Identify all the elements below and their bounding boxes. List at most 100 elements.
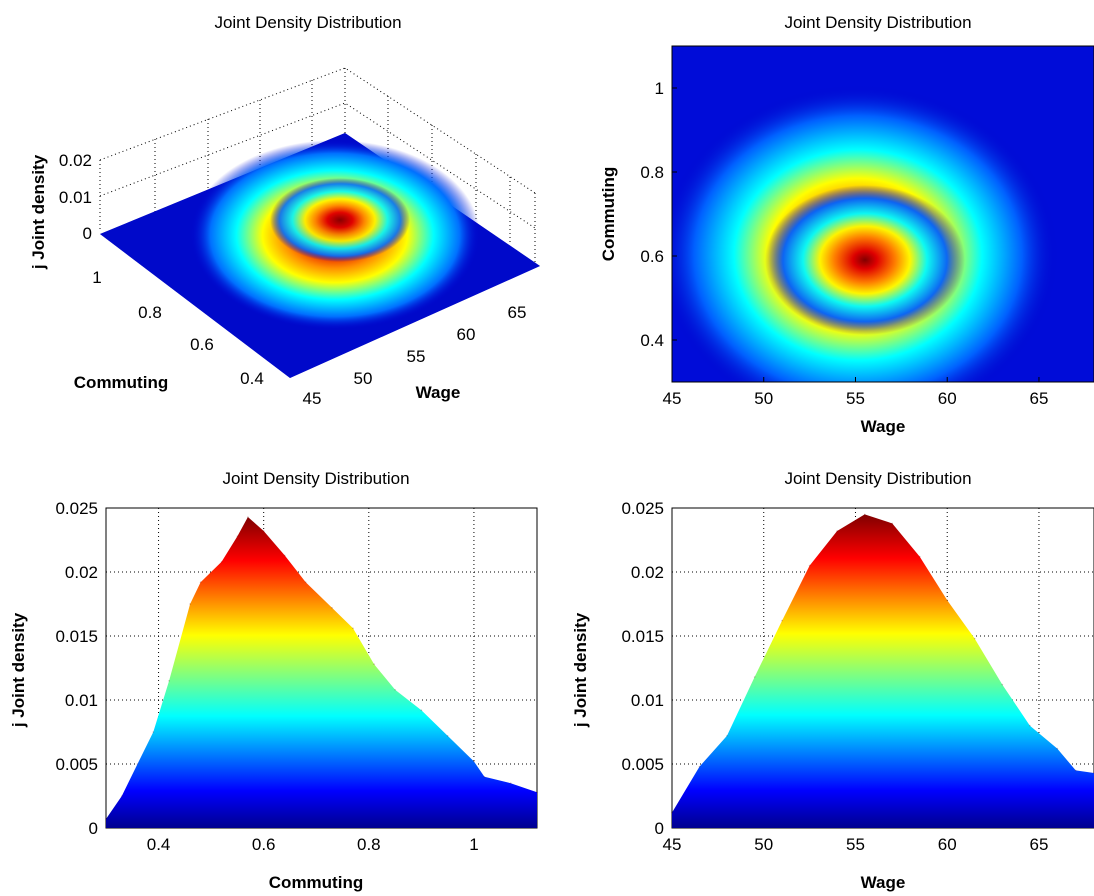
x-axis: 0.4 0.6 0.8 1 bbox=[147, 835, 479, 854]
y-tick-label: 0.4 bbox=[240, 369, 264, 388]
x-tick-label: 65 bbox=[508, 303, 527, 322]
z-tick-label: 0 bbox=[83, 224, 92, 243]
x-tick-label: 0.8 bbox=[357, 835, 381, 854]
y-tick-label: 0.025 bbox=[55, 499, 98, 518]
density-area bbox=[671, 513, 1094, 828]
data-point bbox=[420, 709, 423, 711]
panel-3d-surface: Joint Density Distribution 0.02 0.0 bbox=[29, 13, 540, 408]
y-tick-label: 0.005 bbox=[55, 755, 98, 774]
data-point bbox=[973, 637, 976, 640]
data-point bbox=[1074, 769, 1077, 772]
x-tick-label: 60 bbox=[938, 389, 957, 408]
x-tick-label: 0.4 bbox=[147, 835, 171, 854]
data-point bbox=[808, 564, 811, 567]
data-point bbox=[671, 811, 673, 814]
x-tick-label: 60 bbox=[938, 835, 957, 854]
y-tick-label: 0.01 bbox=[65, 691, 98, 710]
panel-side-wage: Joint Density Distribution 45 50 55 60 65 0 0… bbox=[571, 469, 1094, 892]
data-point bbox=[199, 581, 202, 583]
heatmap-peak bbox=[765, 185, 965, 335]
y-tick-label: 0 bbox=[89, 819, 98, 838]
z-tick-label: 0.02 bbox=[59, 151, 92, 170]
x-tick-label: 65 bbox=[1029, 835, 1048, 854]
y-tick-label: 0.01 bbox=[631, 691, 664, 710]
y-axis-label: j Joint density bbox=[9, 612, 28, 728]
data-point bbox=[753, 676, 756, 678]
y-tick-label: 1 bbox=[92, 268, 101, 287]
x-tick-label: 50 bbox=[754, 835, 773, 854]
data-point bbox=[1001, 683, 1004, 686]
density-area-fill bbox=[672, 514, 1094, 828]
data-point bbox=[236, 535, 239, 537]
data-point bbox=[394, 689, 396, 691]
data-point bbox=[352, 627, 354, 630]
x-axis-label: Wage bbox=[861, 417, 906, 436]
density-area-fill bbox=[106, 517, 537, 828]
y-tick-label: 0.02 bbox=[65, 563, 98, 582]
data-point bbox=[283, 554, 286, 557]
x-tick-label: 65 bbox=[1029, 389, 1048, 408]
x-axis-label: Wage bbox=[861, 873, 906, 892]
panel-side-commuting: Joint Density Distribution 0.4 0.6 0.8 1 00… bbox=[9, 469, 538, 892]
data-point bbox=[1029, 724, 1031, 727]
y-tick-label: 0.005 bbox=[621, 755, 664, 774]
y-tick-label: 0.8 bbox=[138, 303, 162, 322]
data-point bbox=[168, 680, 170, 682]
y-tick-label: 0.015 bbox=[621, 627, 664, 646]
heatmap-area bbox=[672, 46, 1094, 382]
chart-title: Joint Density Distribution bbox=[784, 13, 971, 32]
data-point bbox=[473, 760, 475, 763]
x-tick-label: 45 bbox=[663, 835, 682, 854]
y-axis: 0 0.005 0.01 0.015 0.02 0.025 bbox=[621, 499, 664, 838]
x-tick-label: 60 bbox=[457, 325, 476, 344]
data-point bbox=[121, 795, 123, 797]
x-axis: 45 50 55 60 65 bbox=[663, 835, 1049, 854]
data-point bbox=[220, 561, 223, 563]
x-tick-label: 55 bbox=[846, 389, 865, 408]
z-tick-label: 0.01 bbox=[59, 188, 92, 207]
y-tick-label: 0.6 bbox=[190, 335, 214, 354]
y-tick-label: 0 bbox=[655, 819, 664, 838]
x-tick-label: 50 bbox=[354, 369, 373, 388]
chart-title: Joint Density Distribution bbox=[214, 13, 401, 32]
data-point bbox=[946, 599, 948, 601]
data-point bbox=[483, 776, 486, 778]
y-tick-label: 0.4 bbox=[640, 331, 664, 350]
y-axis-label: j Joint density bbox=[571, 612, 590, 728]
data-point bbox=[152, 731, 155, 733]
y-tick-label: 1 bbox=[655, 79, 664, 98]
data-point bbox=[918, 555, 921, 558]
data-point bbox=[536, 791, 538, 793]
x-tick-label: 55 bbox=[846, 835, 865, 854]
x-axis: 45 50 55 60 65 bbox=[663, 377, 1094, 408]
y-axis: 0.4 0.6 0.8 1 bbox=[640, 46, 677, 382]
data-point bbox=[509, 782, 512, 784]
density-surface bbox=[100, 133, 540, 378]
y-axis: 0 0.005 0.01 0.015 0.02 0.025 bbox=[55, 499, 98, 838]
data-point bbox=[891, 522, 893, 525]
data-point bbox=[698, 765, 701, 768]
x-tick-label: 50 bbox=[754, 389, 773, 408]
y-axis-label: Commuting bbox=[74, 373, 168, 392]
data-point bbox=[247, 516, 249, 518]
chart-title: Joint Density Distribution bbox=[222, 469, 409, 488]
data-point bbox=[136, 763, 139, 765]
data-point bbox=[1056, 747, 1059, 750]
x-tick-label: 45 bbox=[663, 389, 682, 408]
panel-top-view: Joint Density Distribution 45 50 55 60 65 0.… bbox=[599, 13, 1094, 436]
box-grid bbox=[99, 67, 536, 262]
data-point bbox=[189, 603, 191, 605]
chart-title: Joint Density Distribution bbox=[784, 469, 971, 488]
data-point bbox=[863, 513, 866, 516]
data-point bbox=[446, 735, 449, 737]
x-tick-label: 45 bbox=[303, 389, 322, 408]
x-tick-label: 55 bbox=[407, 347, 426, 366]
y-tick-label: 0.025 bbox=[621, 499, 664, 518]
data-point bbox=[836, 530, 838, 532]
data-point bbox=[105, 818, 107, 820]
y-tick-label: 0.015 bbox=[55, 627, 98, 646]
z-axis-label: j Joint density bbox=[29, 154, 48, 270]
y-tick-label: 0.6 bbox=[640, 247, 664, 266]
data-point bbox=[373, 663, 375, 665]
